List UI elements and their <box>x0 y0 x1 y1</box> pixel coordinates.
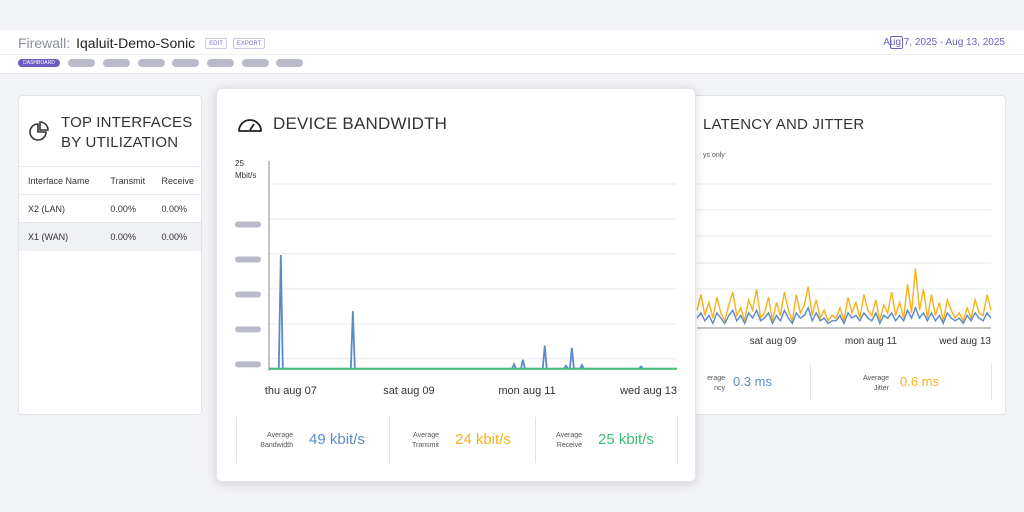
x-tick-label: mon aug 11 <box>845 336 898 347</box>
gauge-icon <box>238 119 262 132</box>
firewall-name: Iqaluit-Demo-Sonic <box>76 35 196 51</box>
y-tick-placeholder <box>235 361 261 368</box>
table-row[interactable]: X1 (WAN) 0.00% 0.00% <box>19 222 201 251</box>
cell: 0.00% <box>101 194 153 223</box>
top-bar: Firewall: Iqaluit-Demo-Sonic EDIT EXPORT… <box>0 30 1024 74</box>
average-jitter-value: 0.6 ms <box>900 374 940 389</box>
average-bandwidth-value: 49 kbit/s <box>309 431 365 448</box>
date-range[interactable]: Aug 7, 2025 - Aug 13, 2025 <box>883 37 1005 48</box>
nav-tab[interactable] <box>276 59 303 67</box>
bandwidth-chart: thu aug 07 sat aug 09 mon aug 11 wed aug 13 <box>235 161 677 397</box>
divider <box>0 54 1024 55</box>
stat-label: Average Receive <box>556 432 582 449</box>
column-header[interactable]: Interface Name <box>19 166 102 195</box>
interfaces-table: Interface Name Transmit Receive X2 (LAN) 0.… <box>19 166 201 251</box>
edit-button[interactable]: EDIT <box>205 37 227 49</box>
divider <box>810 364 811 400</box>
stat-label: Average Bandwidth <box>260 432 293 449</box>
y-tick-placeholder <box>235 291 261 298</box>
x-tick-label: mon aug 11 <box>498 385 555 397</box>
column-header[interactable]: Transmit <box>101 166 153 195</box>
firewall-label: Firewall: <box>18 35 71 51</box>
stat-label: Average Transmit <box>412 432 439 449</box>
y-axis-top-label: 25 Mbit/s <box>235 159 257 180</box>
column-header[interactable]: Receive <box>152 166 201 195</box>
cell: X2 (LAN) <box>19 194 102 223</box>
table-header: Interface Name Transmit Receive <box>19 166 201 195</box>
y-tick-placeholder <box>235 326 261 333</box>
pie-chart-icon <box>29 121 49 141</box>
average-latency-value: 0.3 ms <box>733 374 773 389</box>
card-title: TOP INTERFACES BY UTILIZATION <box>61 114 193 151</box>
nav-tab[interactable] <box>138 59 165 67</box>
x-tick-label: thu aug 07 <box>265 385 317 397</box>
divider <box>535 417 536 463</box>
divider <box>236 417 237 463</box>
divider <box>991 364 992 400</box>
nav-tab[interactable] <box>103 59 130 67</box>
divider <box>389 417 390 463</box>
export-button[interactable]: EXPORT <box>232 37 266 49</box>
calendar-icon[interactable] <box>890 36 903 49</box>
cell: 0.00% <box>152 222 201 251</box>
device-bandwidth-card: DEVICE BANDWIDTH 25 Mbit/s thu aug 07 sat … <box>216 88 696 482</box>
card-title: LATENCY AND JITTER <box>703 116 865 133</box>
jitter-series-line <box>696 268 992 324</box>
card-title: DEVICE BANDWIDTH <box>273 114 448 133</box>
bandwidth-series-line <box>269 255 677 370</box>
stat-label: erage ncy <box>707 375 725 392</box>
top-interfaces-card: TOP INTERFACES BY UTILIZATION Interface N… <box>18 95 202 415</box>
latency-chart: sat aug 09 mon aug 11 wed aug 13 <box>696 183 992 347</box>
title-row: Firewall: Iqaluit-Demo-Sonic EDIT EXPORT <box>18 35 266 51</box>
divider <box>677 417 678 463</box>
stat-label: Average Jitter <box>863 375 889 392</box>
x-tick-label: sat aug 09 <box>750 336 797 347</box>
y-tick-placeholder <box>235 256 261 263</box>
y-tick-placeholder <box>235 221 261 228</box>
nav-tab[interactable] <box>68 59 95 67</box>
average-transmit-value: 24 kbit/s <box>455 431 511 448</box>
cell: 0.00% <box>101 222 153 251</box>
x-tick-label: wed aug 13 <box>938 336 991 347</box>
latency-series-line <box>696 305 992 326</box>
nav-tab-dashboard[interactable]: DASHBOARD <box>18 59 60 67</box>
average-receive-value: 25 kbit/s <box>598 431 654 448</box>
cell: 0.00% <box>152 194 201 223</box>
latency-jitter-card: LATENCY AND JITTER ys only sat aug 09 mon… <box>660 95 1006 415</box>
card-subtitle: ys only <box>703 152 725 159</box>
nav-tab[interactable] <box>207 59 234 67</box>
x-tick-label: wed aug 13 <box>619 385 677 397</box>
cell: X1 (WAN) <box>19 222 102 251</box>
table-row[interactable]: X2 (LAN) 0.00% 0.00% <box>19 194 201 223</box>
x-tick-label: sat aug 09 <box>383 385 434 397</box>
nav-tab[interactable] <box>172 59 199 67</box>
nav-tab[interactable] <box>242 59 269 67</box>
